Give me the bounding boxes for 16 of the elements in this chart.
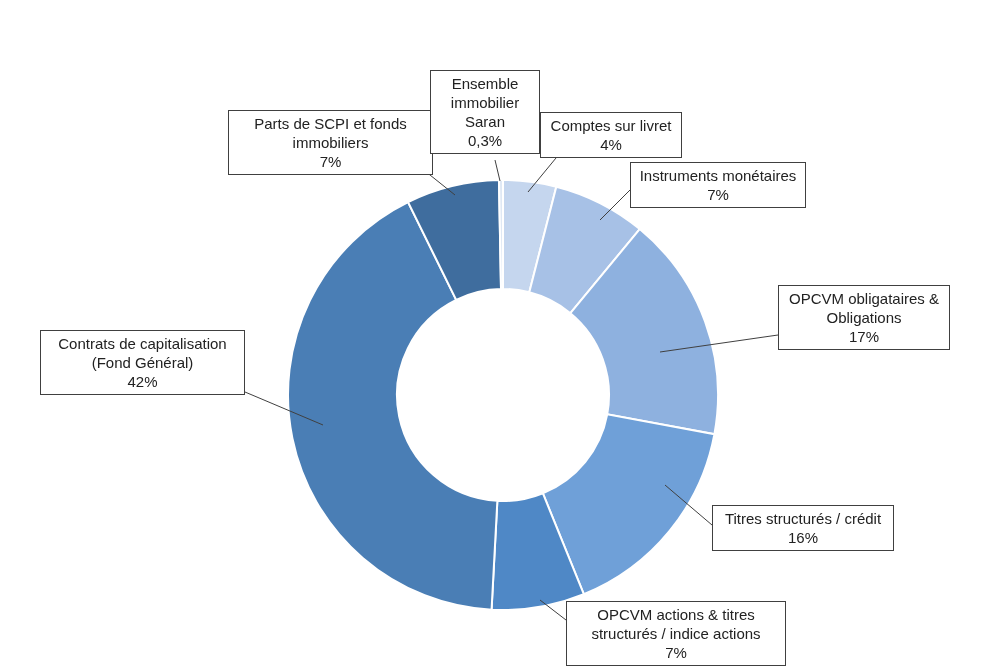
slice-label: Ensemble immobilier Saran — [449, 74, 521, 131]
data-label: 7% — [706, 185, 730, 204]
slice-label: Comptes sur livret — [549, 116, 673, 135]
data-label: 42% — [126, 372, 159, 391]
slice-label: Parts de SCPI et fonds immobiliers — [253, 114, 408, 152]
slice-label: OPCVM obligataires & Obligations — [787, 289, 941, 327]
slice-label: Contrats de capitalisation (Fond Général) — [57, 334, 228, 372]
data-label: 0,3% — [466, 131, 504, 150]
slice-label: OPCVM actions & titres structurés / indice actions — [590, 605, 762, 643]
slice-label: Instruments monétaires — [638, 166, 798, 185]
data-label: 17% — [848, 327, 880, 346]
data-label: 16% — [787, 528, 819, 547]
data-label: 7% — [318, 152, 343, 171]
slice-label: Titres structurés / crédit — [723, 509, 883, 528]
data-label: 7% — [664, 643, 688, 662]
data-label: 4% — [599, 135, 623, 154]
